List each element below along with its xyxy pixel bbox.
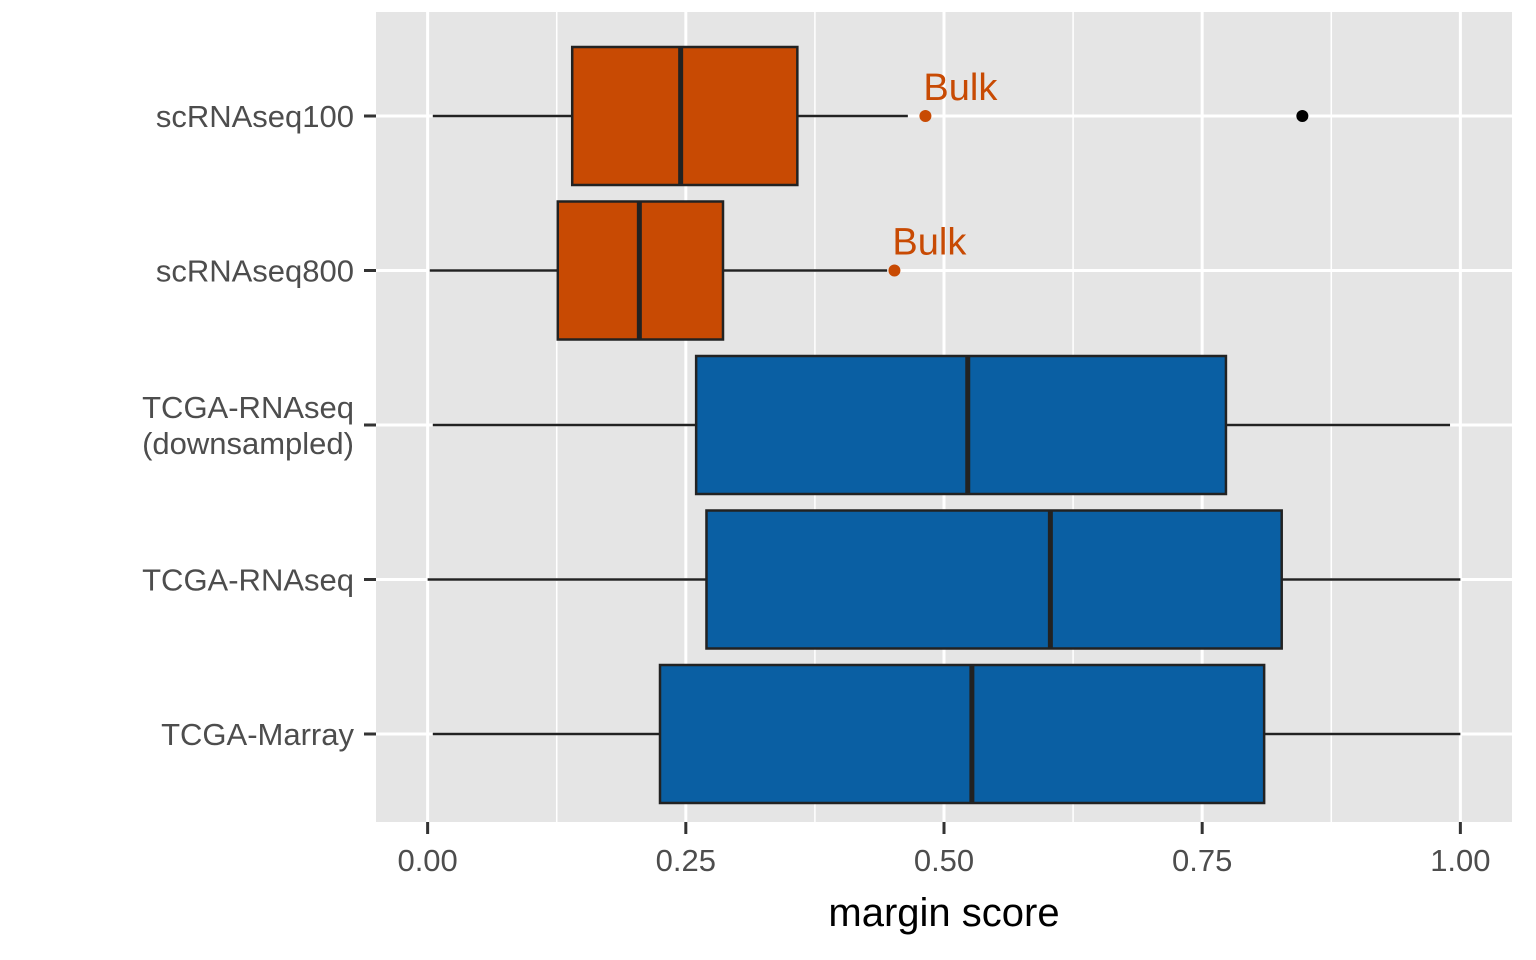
x-tick-label: 0.50 <box>914 843 974 878</box>
y-tick-label-line: scRNAseq100 <box>156 99 354 134</box>
y-tick-label-line: (downsampled) <box>142 426 354 461</box>
x-axis: 0.00 0.25 0.50 0.75 1.00 <box>397 822 1491 878</box>
y-tick-label-line: scRNAseq800 <box>156 254 354 289</box>
y-tick-label: scRNAseq100 <box>156 99 354 134</box>
y-tick-label: TCGA-RNAseq <box>142 563 354 598</box>
box-3 <box>427 509 1461 650</box>
iqr-box <box>658 663 1266 805</box>
x-tick-label: 0.75 <box>1172 843 1232 878</box>
iqr-box <box>705 509 1283 650</box>
box-2 <box>432 354 1451 496</box>
x-tick-label: 0.25 <box>656 843 716 878</box>
box-4 <box>432 663 1461 805</box>
bulk-point <box>888 264 901 277</box>
annotations: Bulk Bulk <box>888 67 998 277</box>
outlier-point <box>1296 110 1309 122</box>
y-tick-label: TCGA-RNAseq (downsampled) <box>142 390 354 461</box>
y-tick-label: scRNAseq800 <box>156 254 354 289</box>
x-axis-title: margin score <box>828 891 1059 935</box>
box-0 <box>432 45 1309 187</box>
y-tick-label-line: TCGA-Marray <box>161 717 354 752</box>
box-1 <box>429 200 888 341</box>
iqr-box <box>694 354 1228 496</box>
boxes <box>427 45 1461 805</box>
bulk-point <box>919 110 932 122</box>
iqr-box <box>570 45 799 187</box>
x-tick-label: 1.00 <box>1430 843 1490 878</box>
y-tick-label-line: TCGA-RNAseq <box>142 563 354 598</box>
bulk-label: Bulk <box>923 67 998 109</box>
bulk-label: Bulk <box>892 222 967 264</box>
y-tick-label: TCGA-Marray <box>161 717 354 752</box>
y-tick-label-line: TCGA-RNAseq <box>142 390 354 425</box>
x-tick-label: 0.00 <box>397 843 457 878</box>
